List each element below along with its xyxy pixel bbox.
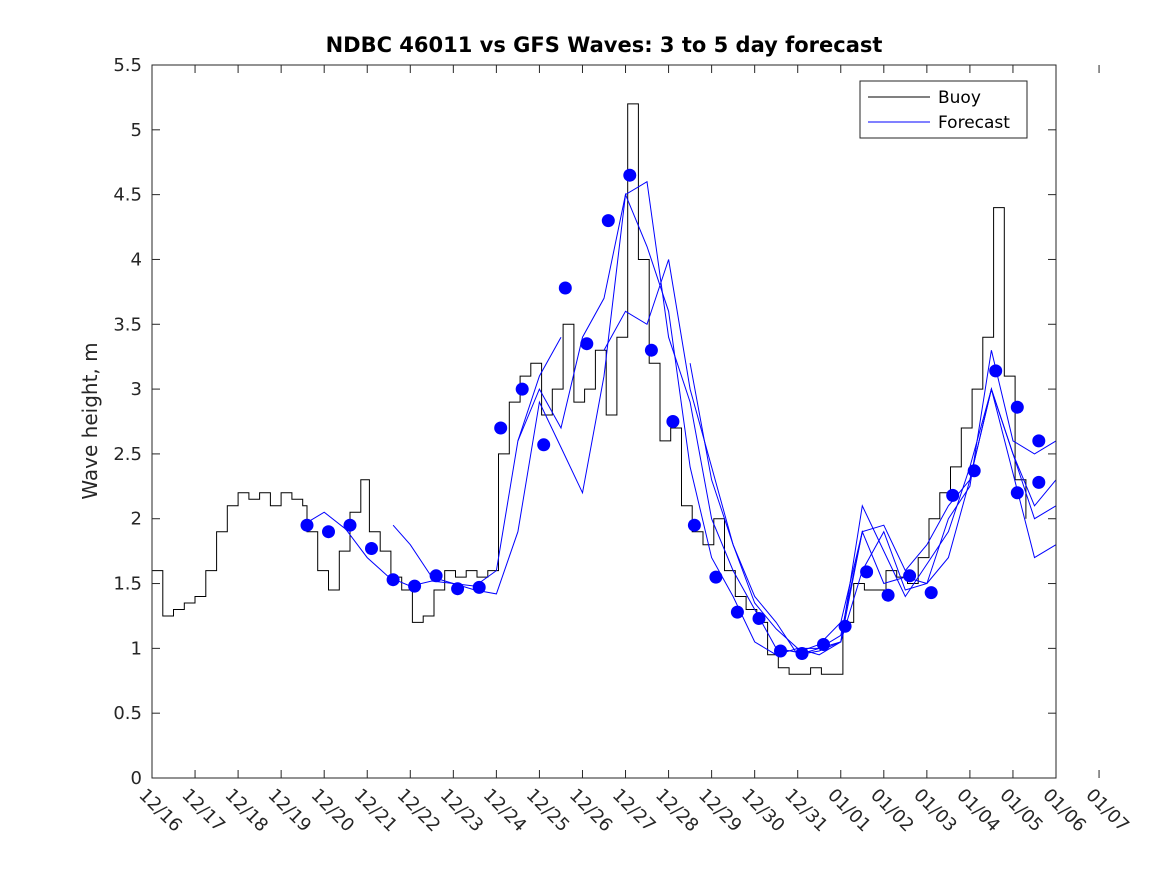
x-tick-label: 12/24 <box>479 785 531 837</box>
forecast-point <box>386 573 400 587</box>
y-tick-label: 0.5 <box>113 703 142 724</box>
x-tick-label: 12/20 <box>307 785 359 837</box>
y-tick-label: 5.5 <box>113 55 142 76</box>
y-tick-label: 2.5 <box>113 444 142 465</box>
plot-frame <box>151 64 1057 779</box>
forecast-point <box>537 438 551 452</box>
x-tick-label: 12/31 <box>780 785 832 837</box>
forecast-point <box>644 343 658 357</box>
x-axis: 12/1612/1712/1812/1912/2012/2112/2212/23… <box>134 65 1133 836</box>
x-tick-label: 01/01 <box>823 785 875 837</box>
forecast-point <box>709 570 723 584</box>
y-tick-label: 3.5 <box>113 314 142 335</box>
forecast-series-line-3 <box>603 259 1057 656</box>
forecast-point <box>300 518 314 532</box>
y-tick-label: 1.5 <box>113 574 142 595</box>
forecast-point <box>687 518 701 532</box>
forecast-point <box>1032 434 1046 448</box>
forecast-point <box>817 638 830 651</box>
forecast-point <box>580 337 594 351</box>
chart-title: NDBC 46011 vs GFS Waves: 3 to 5 day fore… <box>326 33 883 57</box>
forecast-point <box>989 364 1003 378</box>
forecast-point <box>1032 475 1046 489</box>
forecast-point <box>774 644 787 658</box>
forecast-point <box>515 382 529 396</box>
forecast-point <box>903 569 917 583</box>
x-tick-label: 01/06 <box>1038 785 1090 837</box>
x-tick-label: 01/05 <box>995 785 1047 837</box>
x-tick-label: 12/28 <box>651 785 703 837</box>
forecast-point <box>838 619 852 633</box>
forecast-point <box>946 488 960 502</box>
x-tick-label: 12/29 <box>694 785 746 837</box>
forecast-point <box>472 580 486 594</box>
y-tick-label: 3 <box>131 379 142 400</box>
forecast-point <box>601 214 615 228</box>
forecast-point <box>343 518 357 532</box>
forecast-point <box>860 565 874 579</box>
forecast-point <box>623 168 637 182</box>
forecast-point <box>795 647 809 660</box>
y-tick-label: 5 <box>131 120 142 141</box>
forecast-point <box>494 421 508 435</box>
forecast-series-line-2 <box>517 180 1057 653</box>
y-tick-label: 2 <box>131 509 142 530</box>
forecast-series-line-5 <box>797 387 1057 656</box>
x-tick-label: 12/30 <box>737 785 789 837</box>
forecast-point <box>558 281 572 295</box>
legend-forecast-label: Forecast <box>938 113 1010 133</box>
x-tick-label: 01/04 <box>952 785 1004 837</box>
x-tick-label: 12/25 <box>522 785 574 837</box>
x-tick-label: 12/16 <box>134 785 186 837</box>
legend: Buoy Forecast <box>859 80 1028 139</box>
forecast-point <box>666 415 680 428</box>
x-tick-label: 12/19 <box>264 785 316 837</box>
x-tick-label: 12/23 <box>436 785 488 837</box>
forecast-point <box>408 579 422 593</box>
y-axis-label: Wave height, m <box>78 342 102 499</box>
legend-buoy-label: Buoy <box>938 88 981 108</box>
x-tick-label: 01/03 <box>909 785 961 837</box>
forecast-point <box>924 586 938 600</box>
forecast-series-line-0 <box>306 336 562 587</box>
x-tick-label: 01/02 <box>866 785 918 837</box>
x-tick-label: 12/26 <box>565 785 617 837</box>
forecast-point <box>881 588 895 602</box>
x-tick-label: 12/18 <box>221 785 273 837</box>
forecast-point <box>322 525 335 539</box>
forecast-point <box>429 569 443 583</box>
forecast-point <box>1010 400 1024 414</box>
x-tick-label: 12/27 <box>608 785 660 837</box>
forecast-point <box>1010 486 1024 500</box>
legend-box <box>859 80 1028 139</box>
forecast-point <box>451 582 465 596</box>
x-tick-label: 12/17 <box>178 785 230 837</box>
forecast-series-line-4 <box>689 363 1057 656</box>
buoy-series-line <box>152 103 1027 675</box>
x-tick-label: 12/21 <box>350 785 402 837</box>
forecast-point <box>365 542 378 555</box>
forecast-point <box>730 605 744 619</box>
x-tick-label: 12/22 <box>393 785 445 837</box>
y-axis: 0 0.5 1 1.5 2 2.5 3 3.5 4 4.5 5 5.5 <box>113 55 1056 789</box>
forecast-point <box>967 464 981 478</box>
y-tick-label: 4 <box>131 249 142 270</box>
x-tick-label: 01/07 <box>1082 785 1134 837</box>
y-tick-label: 0 <box>131 768 142 789</box>
forecast-point <box>752 612 766 625</box>
y-tick-label: 1 <box>131 638 142 659</box>
plot-area <box>152 103 1057 675</box>
y-tick-label: 4.5 <box>113 185 142 206</box>
